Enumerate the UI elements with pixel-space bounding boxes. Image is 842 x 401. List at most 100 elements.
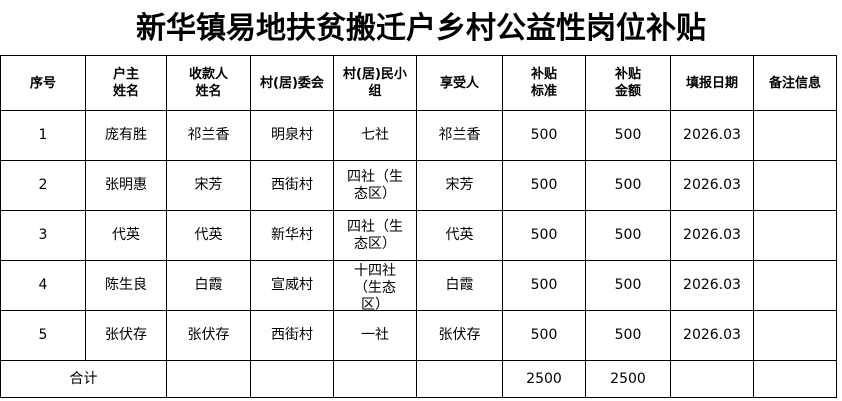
cell-text: 宣威村 [271,277,313,293]
cell-text: 四社（生 态区） [347,168,403,202]
cell [333,360,417,398]
cell: 2026.03 [670,110,754,161]
cell: 500 [585,260,671,311]
table-row: 4 陈生良 白霞 宣威村 十四社 （生态 区） 白霞 500 500 2026.03 [0,260,837,311]
cell-text: 500 [614,127,642,143]
cell: 陈生良 [85,260,167,311]
column-header: 村(居)民小 组 [333,55,417,111]
cell [670,360,754,398]
cell: 新华村 [250,210,334,261]
cell-text [755,162,836,210]
page-title: 新华镇易地扶贫搬迁户乡村公益性岗位补贴 [136,11,706,46]
cell-text: 十四社 （生态 区） [354,263,396,310]
cell: 2026.03 [670,160,754,211]
cell-text: 祁兰香 [187,127,230,143]
cell-text: 张明惠 [105,177,147,193]
cell: 张伏存 [166,310,251,361]
cell [753,160,837,211]
cell-text: 代英 [194,227,223,243]
cell-text: 四社（生 态区） [347,218,403,252]
cell-text: 4 [38,277,48,293]
cell-text: 500 [614,177,642,193]
cell-text: 2 [38,177,48,193]
cell: 代英 [166,210,251,261]
cell: 代英 [85,210,167,261]
cell-text [755,262,836,310]
cell-text: 一社 [361,327,389,343]
column-header: 序号 [0,55,86,111]
cell: 1 [0,110,86,161]
cell [166,360,251,398]
cell: 白霞 [416,260,503,311]
cell: 宋芳 [166,160,251,211]
cell: 2026.03 [670,310,754,361]
total-row: 合计 2500 2500 [0,360,837,398]
cell-text: 宋芳 [194,177,223,193]
column-header: 填报日期 [670,55,754,111]
cell [753,260,837,311]
cell-text: 祁兰香 [438,127,481,143]
cell: 5 [0,310,86,361]
cell-text: 500 [530,227,558,243]
total-label: 合计 [0,360,167,398]
cell: 4 [0,260,86,311]
cell: 500 [585,210,671,261]
cell-text: 张伏存 [438,327,481,343]
cell: 500 [585,160,671,211]
cell-text [755,212,836,260]
cell: 500 [585,310,671,361]
cell-text: 2026.03 [683,327,741,343]
cell: 宣威村 [250,260,334,311]
cell: 2 [0,160,86,211]
cell-text: 2026.03 [683,227,741,243]
column-header: 村(居)委会 [250,55,334,111]
table-row: 3 代英 代英 新华村 四社（生 态区） 代英 500 500 2026.03 [0,210,837,261]
cell-text: 白霞 [194,277,223,293]
column-header: 户主 姓名 [85,55,167,111]
cell: 500 [502,110,586,161]
column-header: 备注信息 [753,55,837,111]
cell-text: 代英 [445,227,474,243]
cell-text: 2026.03 [683,127,741,143]
table-row: 2 张明惠 宋芳 西街村 四社（生 态区） 宋芳 500 500 2026.03 [0,160,837,211]
cell-text: 500 [530,327,558,343]
cell-text: 西街村 [271,327,313,343]
cell-text: 500 [614,327,642,343]
cell-text: 500 [614,227,642,243]
cell-text [755,312,836,360]
cell [250,360,334,398]
cell: 500 [502,310,586,361]
cell-text: 3 [38,227,48,243]
cell-text: 宋芳 [445,177,474,193]
cell-text: 新华村 [271,227,313,243]
cell-text [755,112,836,160]
cell-text: 代英 [112,227,140,243]
cell-text: 2026.03 [683,177,741,193]
cell: 庞有胜 [85,110,167,161]
table-row: 5 张伏存 张伏存 西街村 一社 张伏存 500 500 2026.03 [0,310,837,361]
column-header: 享受人 [416,55,503,111]
cell: 西街村 [250,160,334,211]
cell [753,110,837,161]
cell-text: 500 [530,277,558,293]
column-header: 收款人 姓名 [166,55,251,111]
column-header: 补贴 金额 [585,55,671,111]
cell [753,360,837,398]
header-row: 序号 户主 姓名 收款人 姓名 村(居)委会 村(居)民小 组享受人 补贴 标准 补贴 金额… [0,55,837,111]
cell: 四社（生 态区） [333,160,417,211]
cell-text: 西街村 [271,177,313,193]
cell-text: 张伏存 [105,327,147,343]
cell: 一社 [333,310,417,361]
cell: 明泉村 [250,110,334,161]
cell: 500 [502,260,586,311]
cell: 代英 [416,210,503,261]
cell [753,310,837,361]
total-standard: 2500 [502,360,586,398]
cell-text: 500 [614,277,642,293]
column-header: 补贴 标准 [502,55,586,111]
cell: 张伏存 [416,310,503,361]
cell-text: 庞有胜 [105,127,147,143]
cell-text: 白霞 [445,277,474,293]
cell: 白霞 [166,260,251,311]
cell: 2026.03 [670,210,754,261]
